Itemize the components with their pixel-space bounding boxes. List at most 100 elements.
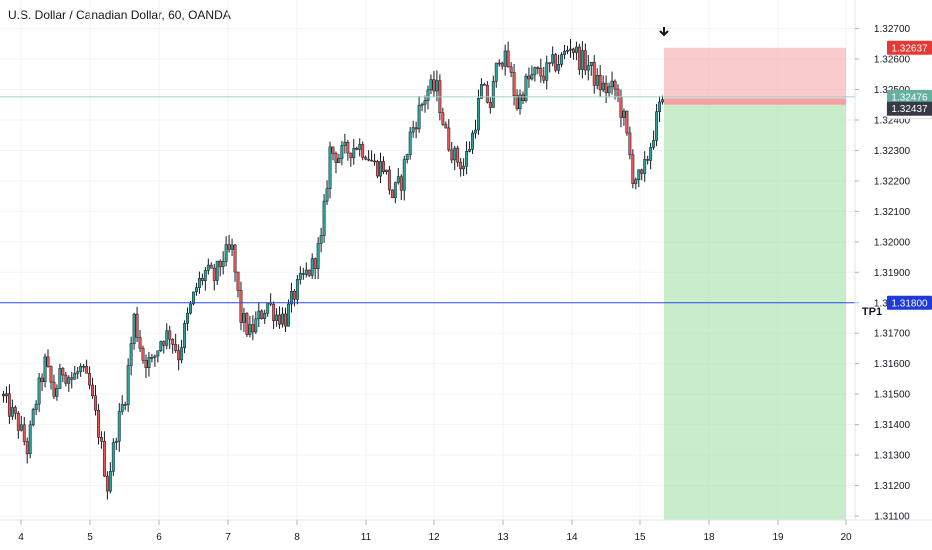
candle-up: [248, 324, 252, 335]
stop-loss-zone: [664, 47, 846, 105]
candle-up: [563, 50, 567, 55]
take-profit-tag: 1.31800: [887, 295, 932, 310]
stop-loss-tag-bg: [887, 40, 932, 55]
x-tick-label: 13: [497, 532, 509, 543]
candle-up: [358, 144, 362, 150]
candle-up: [37, 377, 41, 405]
candle-down: [99, 437, 103, 442]
candle-down: [307, 269, 311, 276]
candle-down: [583, 50, 587, 71]
price-axis[interactable]: 1.327001.326001.325001.324001.323001.322…: [855, 24, 911, 523]
candle-up: [275, 314, 279, 321]
candle-up: [203, 270, 207, 281]
candle-up: [393, 182, 397, 198]
x-tick-label: 5: [87, 532, 93, 543]
candle-down: [399, 176, 403, 191]
candle-down: [212, 267, 216, 281]
candle-down: [227, 244, 231, 250]
candle-down: [414, 127, 418, 130]
candle-up: [34, 403, 38, 410]
bid-price-tag-bg: [887, 89, 932, 104]
candle-down: [7, 393, 11, 417]
candle-up: [474, 129, 477, 134]
take-profit-tag-text: 1.31800: [891, 298, 928, 309]
candle-down: [46, 356, 50, 367]
candle-down: [301, 273, 305, 275]
candle-down: [278, 314, 282, 325]
candle-down: [174, 344, 178, 351]
candle-up: [180, 347, 184, 361]
candle-up: [114, 440, 118, 443]
candle-down: [239, 290, 243, 323]
candle-up: [263, 313, 267, 320]
candle-down: [512, 72, 516, 96]
candle-down: [292, 291, 296, 300]
y-tick-label: 1.31300: [874, 451, 911, 462]
candle-down: [123, 404, 127, 406]
candle-up: [266, 302, 270, 314]
x-tick-label: 19: [772, 532, 784, 543]
candle-up: [379, 161, 382, 177]
candle-down: [521, 94, 525, 101]
candle-down: [168, 330, 172, 340]
candle-up: [586, 65, 590, 71]
risk-reward-zones[interactable]: [664, 47, 846, 520]
candle-up: [574, 46, 578, 53]
candle-down: [135, 313, 139, 338]
candle-down: [105, 475, 109, 492]
candle-down: [506, 50, 510, 68]
candle-up: [254, 318, 258, 333]
candles: [2, 39, 664, 500]
candle-up: [396, 176, 400, 183]
candle-down: [509, 66, 513, 73]
candle-down: [500, 62, 504, 67]
last-price-tag: 42:131.32437: [886, 101, 932, 120]
candle-up: [159, 341, 163, 351]
candle-up: [551, 54, 555, 64]
candle-down: [364, 157, 368, 160]
candle-down: [619, 96, 623, 118]
y-tick-label: 1.32600: [874, 55, 911, 66]
candle-up: [221, 261, 225, 268]
candle-up: [153, 355, 157, 358]
candle-down: [138, 337, 142, 349]
candle-down: [64, 374, 68, 384]
candle-up: [132, 313, 136, 344]
candle-down: [459, 161, 463, 170]
time-axis[interactable]: 4 5 6 7 8 11 12 13 14 15 18 19 20: [18, 520, 852, 543]
candle-up: [655, 111, 659, 141]
candle-up: [417, 105, 421, 130]
candle-up: [462, 165, 466, 170]
candle-up: [298, 273, 302, 280]
candle-up: [658, 101, 661, 112]
x-tick-label: 7: [225, 532, 231, 543]
candle-up: [230, 244, 234, 250]
candle-up: [479, 84, 483, 99]
candle-up: [5, 393, 8, 397]
stop-loss-tag-text: 1.32637: [891, 43, 928, 54]
bid-price-tag-text: 1.32476: [891, 92, 928, 103]
candle-down: [548, 62, 552, 64]
candle-down: [260, 310, 264, 320]
candle-down: [331, 146, 335, 154]
candle-up: [67, 377, 71, 384]
sell-arrow-icon: [659, 27, 669, 37]
candle-down: [218, 260, 222, 268]
candle-up: [183, 323, 187, 348]
candle-down: [171, 338, 175, 345]
x-tick-label: 12: [428, 532, 440, 543]
candle-up: [10, 407, 14, 417]
candle-down: [598, 75, 602, 91]
chart-title: U.S. Dollar / Canadian Dollar, 60, OANDA: [8, 8, 231, 22]
candle-up: [43, 356, 47, 382]
candle-down: [482, 84, 486, 86]
candle-up: [634, 179, 638, 184]
candle-up: [126, 365, 130, 405]
y-tick-label: 1.31500: [874, 390, 911, 401]
candle-up: [120, 404, 124, 412]
candle-down: [382, 161, 385, 172]
take-profit-line-label: TP1: [862, 306, 882, 318]
candle-up: [117, 411, 121, 442]
candle-down: [542, 75, 546, 81]
